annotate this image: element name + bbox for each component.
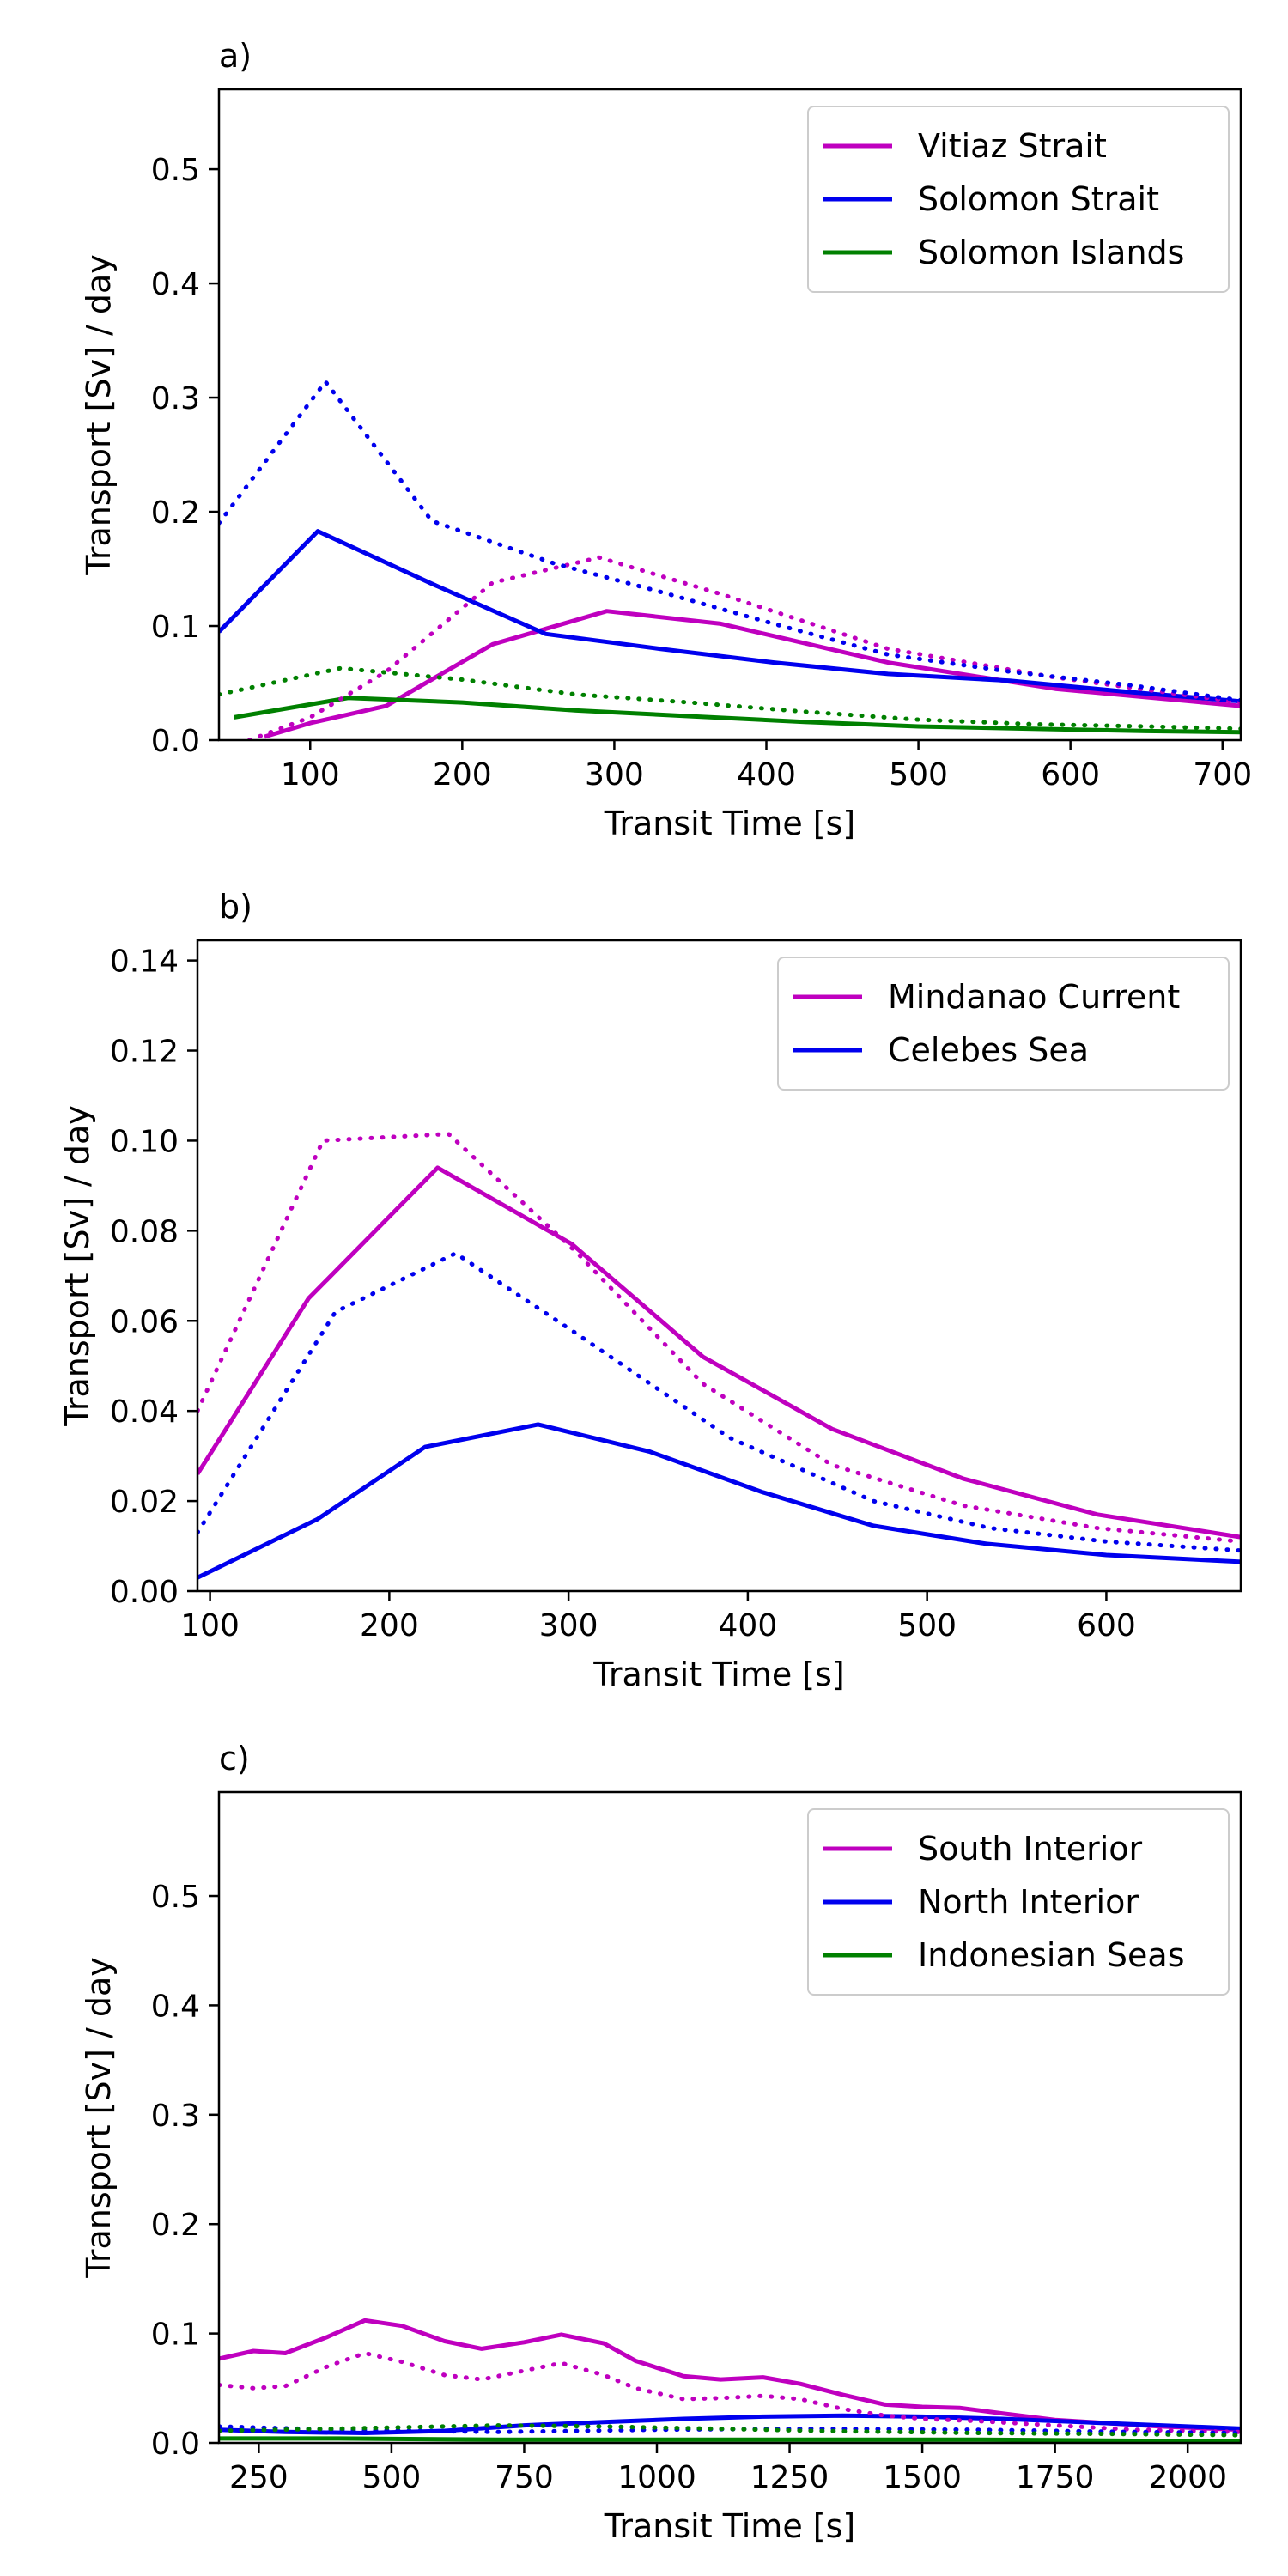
series-line-dotted-3 [197, 1132, 1241, 1544]
y-axis-label: Transport [Sv] / day [80, 1957, 118, 2279]
chart-panel-3: 250 500 750 1000 1250 1500 1750 2000 0.0 0.1 0.2 0.… [80, 1740, 1242, 2545]
x-tick-label: 1750 [1016, 2460, 1095, 2495]
y-tick-label: 0.14 [110, 945, 179, 980]
y-tick-label: 0.2 [151, 495, 200, 531]
x-tick-label: 1250 [750, 2460, 829, 2495]
x-tick-label: 2000 [1148, 2460, 1227, 2495]
y-tick-label: 0.1 [151, 610, 200, 645]
series-line-north-interior [219, 2413, 1241, 2435]
legend-label-vitiaz-strait: Vitiaz Strait [918, 127, 1107, 165]
plot-frame [217, 88, 1242, 742]
y-tick-label: 0.08 [110, 1214, 179, 1249]
series-line-solomon-islands [234, 696, 1241, 735]
series-group [219, 2318, 1241, 2443]
legend-box [807, 1808, 1230, 1996]
legend: Mindanao Current Celebes Sea [777, 957, 1230, 1091]
x-tick-label: 1500 [883, 2460, 962, 2495]
y-tick-label: 0.3 [151, 2099, 200, 2134]
plot-frame [196, 939, 1242, 1593]
x-axis-label: Transit Time [s] [604, 2507, 855, 2545]
plot-frame [217, 1790, 1242, 2445]
x-tick-label: 100 [180, 1608, 240, 1643]
x-axis-label: Transit Time [s] [604, 805, 855, 842]
legend-label-solomon-strait: Solomon Strait [918, 180, 1159, 218]
panel-label: c) [219, 1740, 250, 1777]
y-tick-label: 0.00 [110, 1575, 179, 1610]
chart-panel-2: 100 200 300 400 500 600 0.00 0.02 0.04 0.06 0.08 0.… [58, 888, 1242, 1693]
y-tick-label: 0.12 [110, 1035, 179, 1070]
series-line-mindanao-current [197, 1165, 1241, 1540]
x-tick-label: 1000 [617, 2460, 696, 2495]
y-tick-label: 0.5 [151, 1880, 200, 1915]
x-tick-label: 700 [1193, 757, 1252, 793]
legend: Vitiaz Strait Solomon Strait Solomon Islan… [807, 106, 1230, 293]
y-tick-label: 0.0 [151, 2427, 200, 2462]
series-line-solomon-strait [219, 529, 1241, 704]
series-line-dotted-5 [219, 379, 1241, 702]
series-group [197, 1132, 1241, 1580]
legend-label-north-interior: North Interior [918, 1883, 1139, 1921]
series-line-celebes-sea [197, 1422, 1241, 1580]
legend: South Interior North Interior Indonesian S… [807, 1808, 1230, 1996]
x-tick-label: 750 [495, 2460, 554, 2495]
legend-label-south-interior: South Interior [918, 1830, 1143, 1868]
x-tick-label: 250 [229, 2460, 289, 2495]
x-tick-label: 600 [1041, 757, 1100, 793]
series-line-south-interior [219, 2318, 1241, 2433]
x-tick-label: 200 [433, 757, 492, 793]
y-tick-label: 0.3 [151, 381, 200, 416]
series-line-dotted-4 [246, 555, 1241, 740]
series-line-dotted-6 [219, 2423, 1241, 2438]
x-axis-label: Transit Time [s] [592, 1656, 844, 1693]
y-tick-label: 0.02 [110, 1485, 179, 1520]
legend-label-mindanao-current: Mindanao Current [888, 978, 1180, 1016]
y-tick-label: 0.04 [110, 1394, 179, 1430]
x-tick-label: 600 [1077, 1608, 1136, 1643]
x-tick-label: 500 [897, 1608, 957, 1643]
legend-box [777, 957, 1230, 1091]
legend-label-indonesian-seas: Indonesian Seas [918, 1936, 1185, 1974]
x-tick-label: 500 [362, 2460, 422, 2495]
y-tick-label: 0.4 [151, 267, 200, 302]
y-tick-label: 0.10 [110, 1124, 179, 1159]
chart-panel-1: 100 200 300 400 500 600 700 0.0 0.1 0.2 0.3 0.4 0.5 T… [80, 37, 1252, 842]
legend-label-celebes-sea: Celebes Sea [888, 1031, 1089, 1069]
y-tick-label: 0.5 [151, 153, 200, 188]
legend-box [807, 106, 1230, 293]
series-line-indonesian-seas [219, 2436, 1241, 2443]
y-tick-label: 0.2 [151, 2208, 200, 2243]
x-tick-label: 300 [539, 1608, 598, 1643]
series-line-dotted-4 [197, 1251, 1241, 1553]
x-tick-label: 500 [889, 757, 948, 793]
y-tick-label: 0.0 [151, 724, 200, 759]
panel-label: b) [219, 888, 252, 926]
y-tick-label: 0.1 [151, 2318, 200, 2353]
y-tick-label: 0.06 [110, 1304, 179, 1340]
panel-label: a) [219, 37, 252, 75]
x-tick-label: 400 [737, 757, 796, 793]
y-tick-label: 0.4 [151, 1989, 200, 2024]
x-tick-label: 100 [281, 757, 340, 793]
x-tick-label: 200 [360, 1608, 419, 1643]
y-axis-label: Transport [Sv] / day [58, 1105, 96, 1427]
y-axis-label: Transport [Sv] / day [80, 254, 118, 576]
series-group [219, 379, 1241, 740]
x-tick-label: 300 [585, 757, 644, 793]
x-tick-label: 400 [719, 1608, 778, 1643]
legend-label-solomon-islands: Solomon Islands [918, 234, 1184, 271]
